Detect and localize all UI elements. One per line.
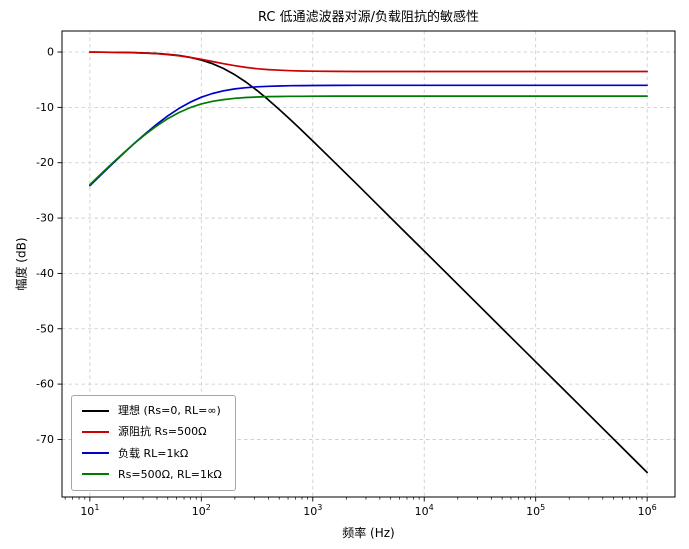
x-tick-label: 104 xyxy=(415,503,434,518)
y-tick-label: 0 xyxy=(47,46,54,59)
y-tick-label: -30 xyxy=(36,212,54,225)
plot-frame xyxy=(61,30,676,498)
series xyxy=(89,51,648,474)
y-axis-label: 幅度 (dB) xyxy=(14,237,29,291)
legend-line-swatch xyxy=(82,473,109,476)
legend-item: 理想 (Rs=0, RL=∞) xyxy=(82,404,222,417)
chart-title: RC 低通滤波器对源/负载阻抗的敏感性 xyxy=(258,10,479,25)
y-tick-label: -70 xyxy=(36,433,54,446)
ticks xyxy=(57,51,648,502)
x-tick-label: 105 xyxy=(526,503,545,518)
legend-item: 源阻抗 Rs=500Ω xyxy=(82,425,222,438)
x-axis-label: 频率 (Hz) xyxy=(342,526,395,540)
legend-label: 负载 RL=1kΩ xyxy=(118,446,189,460)
x-tick-label: 106 xyxy=(638,503,657,518)
y-tick-label: -60 xyxy=(36,378,54,391)
legend-label: 理想 (Rs=0, RL=∞) xyxy=(118,404,221,418)
x-tick-label: 103 xyxy=(303,503,322,518)
legend-line-swatch xyxy=(82,409,109,412)
legend-line-swatch xyxy=(82,452,109,455)
series-line-1 xyxy=(89,51,648,73)
x-tick-label: 102 xyxy=(192,503,211,518)
series-line-3 xyxy=(89,95,648,186)
grid xyxy=(62,31,675,497)
tick-labels: 101 102 103 104 105 106 0 -10 -20 -30 -40 -50 -60 -70 xyxy=(36,46,657,518)
legend-line-swatch xyxy=(82,431,109,434)
series-line-2 xyxy=(89,84,648,187)
y-tick-label: -20 xyxy=(36,156,54,169)
y-tick-label: -50 xyxy=(36,322,54,335)
y-tick-label: -10 xyxy=(36,101,54,114)
y-tick-label: -40 xyxy=(36,267,54,280)
legend-label: Rs=500Ω, RL=1kΩ xyxy=(118,467,222,481)
legend: 理想 (Rs=0, RL=∞) 源阻抗 Rs=500Ω 负载 RL=1kΩ Rs=50… xyxy=(71,395,236,491)
legend-item: 负载 RL=1kΩ xyxy=(82,447,222,460)
x-tick-label: 101 xyxy=(80,503,99,518)
legend-label: 源阻抗 Rs=500Ω xyxy=(118,425,207,439)
legend-item: Rs=500Ω, RL=1kΩ xyxy=(82,468,222,481)
